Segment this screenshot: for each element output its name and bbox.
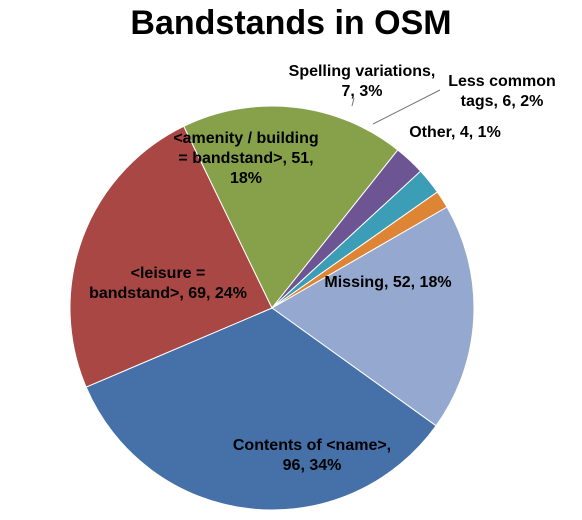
pie-slice <box>85 307 437 511</box>
pie-slice <box>69 125 273 388</box>
pie-slice <box>183 105 399 309</box>
data-label: Spelling variations, 7, 3% <box>289 63 436 100</box>
data-label: <leisure = bandstand>, 69, 24% <box>89 265 247 302</box>
data-label: Missing, 52, 18% <box>324 274 451 291</box>
data-label: Contents of <name>, 96, 34% <box>233 437 391 474</box>
chart-title: Bandstands in OSM <box>130 4 452 42</box>
pie-slice <box>271 206 475 427</box>
data-label: Other, 4, 1% <box>409 124 501 141</box>
leader-line <box>372 89 441 125</box>
pie-slice <box>271 191 448 309</box>
data-label: Less common tags, 6, 2% <box>448 73 556 110</box>
data-label: <amenity / building = bandstand>, 51, 18% <box>173 130 318 187</box>
leader-line <box>351 97 355 107</box>
